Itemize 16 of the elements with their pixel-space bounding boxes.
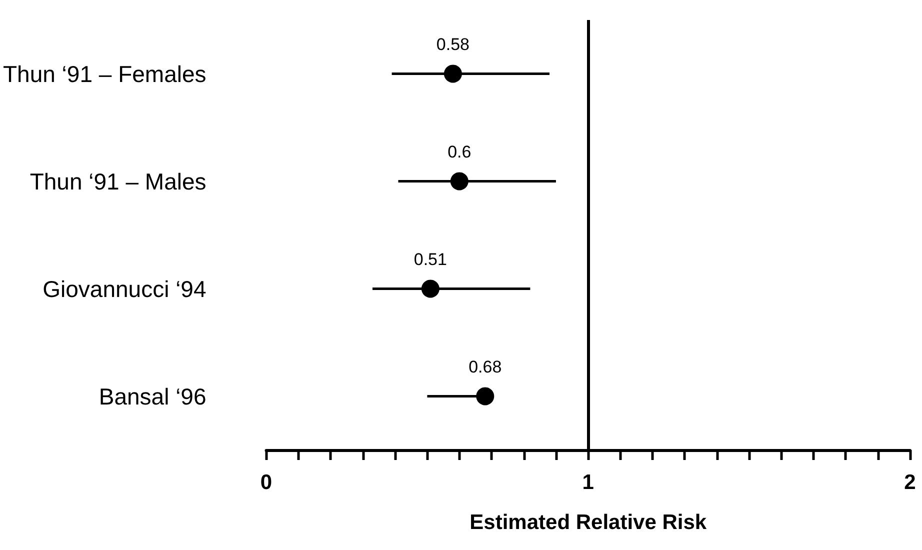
data-label: 0.68	[468, 357, 502, 376]
point	[476, 387, 494, 406]
point	[450, 172, 468, 190]
x-tick-label: 0	[260, 471, 272, 494]
data-label: 0.58	[436, 34, 470, 54]
y-tick-label: Thun ‘91 – Males	[30, 168, 206, 194]
data-label: 0.51	[414, 250, 447, 269]
y-tick-label: Giovannucci ‘94	[42, 276, 206, 302]
x-tick-label: 2	[904, 471, 916, 494]
x-axis-title: Estimated Relative Risk	[470, 511, 707, 534]
x-tick-label: 1	[582, 471, 594, 494]
data-label: 0.6	[448, 142, 472, 162]
y-tick-label: Bansal ‘96	[98, 383, 206, 410]
y-tick-label: Thun ‘91 – Females	[2, 60, 206, 87]
point	[421, 280, 440, 298]
point	[444, 64, 462, 83]
